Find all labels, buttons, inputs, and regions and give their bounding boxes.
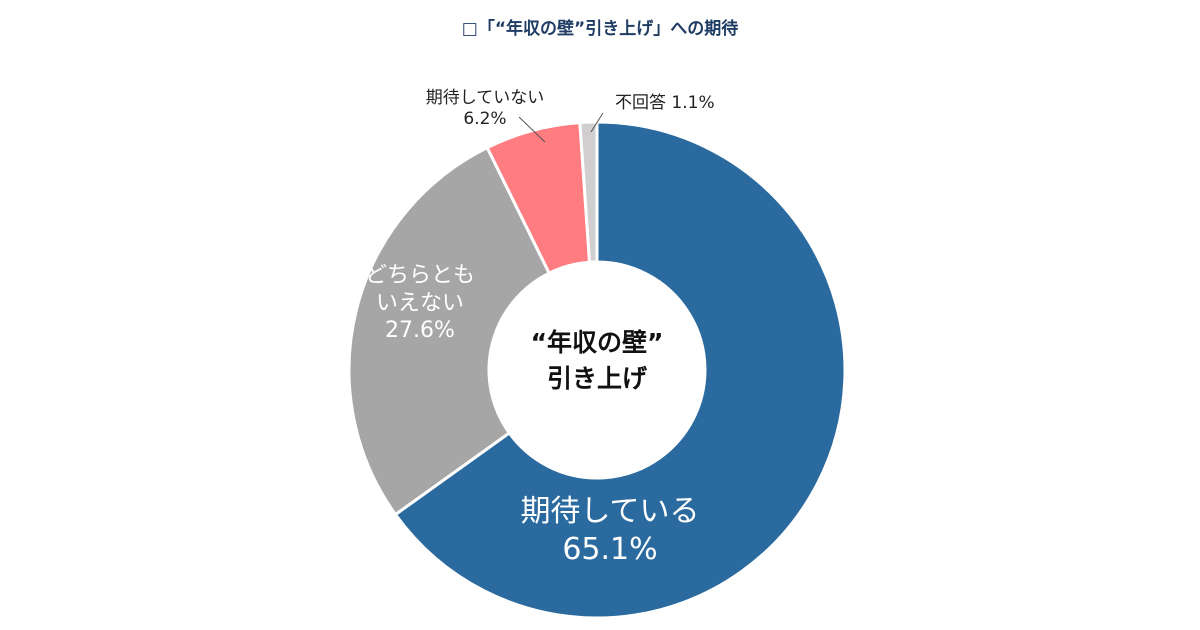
leader-line-1 [590, 112, 604, 133]
leader-line-0 [518, 116, 546, 143]
slice-label-not-expect: 期待していない 6.2% [405, 88, 565, 131]
donut-slice-1 [347, 145, 552, 517]
slice-value-text: 65.1% [562, 531, 658, 567]
slice-label-text: 期待している [520, 494, 700, 529]
donut-slice-0 [393, 120, 847, 620]
chart-title: □「“年収の壁”引き上げ」への期待 [461, 19, 739, 39]
center-label-line2: 引き上げ [546, 364, 647, 394]
donut-slice-3 [578, 120, 599, 264]
slice-label-expect: 期待している 65.1% [495, 493, 725, 568]
slice-value-text: 1.1% [671, 93, 715, 113]
center-label-line1: “年収の壁” [530, 328, 664, 357]
slice-value-text: 27.6% [385, 318, 455, 343]
slice-label-text: 不回答 [615, 93, 666, 113]
slice-label-neutral: どちらとも いえない 27.6% [350, 262, 490, 345]
slice-value-text: 6.2% [463, 109, 507, 130]
slice-label-text: 期待していない [425, 88, 545, 108]
center-label: “年収の壁” 引き上げ [497, 325, 697, 398]
slice-label-text: いえない [375, 290, 464, 316]
slice-label-text: どちらとも [364, 263, 475, 288]
slice-label-no-answer: 不回答 1.1% [615, 93, 755, 114]
